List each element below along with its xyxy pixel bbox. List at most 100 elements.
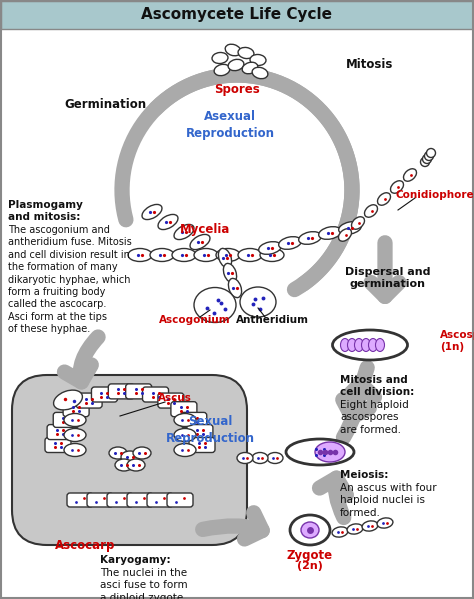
Ellipse shape	[190, 234, 210, 250]
Text: Germination: Germination	[64, 98, 146, 111]
Ellipse shape	[279, 237, 301, 249]
FancyBboxPatch shape	[67, 493, 93, 507]
Ellipse shape	[174, 225, 194, 240]
Ellipse shape	[115, 459, 133, 471]
FancyBboxPatch shape	[76, 393, 102, 408]
FancyBboxPatch shape	[91, 387, 118, 402]
Ellipse shape	[332, 330, 408, 360]
Ellipse shape	[347, 338, 356, 352]
Ellipse shape	[240, 287, 276, 317]
FancyBboxPatch shape	[12, 375, 247, 545]
Ellipse shape	[425, 152, 434, 161]
Text: Antheridium: Antheridium	[236, 315, 309, 325]
Bar	[1, 1, 473, 29]
Ellipse shape	[158, 214, 178, 229]
Text: Mitosis: Mitosis	[346, 59, 394, 71]
Ellipse shape	[267, 452, 283, 464]
Text: An ascus with four
haploid nuclei is
formed.: An ascus with four haploid nuclei is for…	[340, 483, 437, 518]
Ellipse shape	[174, 413, 196, 426]
Ellipse shape	[174, 428, 196, 441]
Ellipse shape	[242, 62, 258, 74]
Ellipse shape	[109, 447, 127, 459]
Ellipse shape	[237, 452, 253, 464]
FancyBboxPatch shape	[87, 493, 113, 507]
FancyBboxPatch shape	[189, 437, 215, 452]
FancyBboxPatch shape	[109, 384, 134, 399]
FancyBboxPatch shape	[53, 412, 79, 428]
FancyBboxPatch shape	[63, 402, 89, 417]
Text: Mycelia: Mycelia	[180, 223, 230, 237]
Ellipse shape	[315, 442, 345, 462]
Text: Eight haploid
ascospores
are formed.: Eight haploid ascospores are formed.	[340, 400, 409, 435]
FancyBboxPatch shape	[143, 387, 169, 402]
Ellipse shape	[352, 217, 365, 229]
Ellipse shape	[252, 452, 268, 464]
Ellipse shape	[375, 338, 384, 352]
FancyBboxPatch shape	[181, 412, 207, 428]
FancyBboxPatch shape	[158, 393, 184, 408]
Ellipse shape	[391, 181, 403, 193]
Ellipse shape	[377, 193, 391, 205]
Ellipse shape	[332, 527, 348, 537]
Ellipse shape	[299, 232, 321, 244]
Ellipse shape	[127, 459, 145, 471]
Text: Ascomycete Life Cycle: Ascomycete Life Cycle	[142, 8, 332, 23]
Ellipse shape	[290, 515, 330, 545]
Text: Zygote: Zygote	[287, 549, 333, 562]
Ellipse shape	[319, 226, 341, 240]
Ellipse shape	[301, 522, 319, 538]
Ellipse shape	[64, 443, 86, 456]
Ellipse shape	[228, 59, 244, 71]
Ellipse shape	[219, 249, 232, 268]
FancyBboxPatch shape	[47, 425, 73, 440]
Ellipse shape	[355, 338, 364, 352]
Ellipse shape	[420, 158, 429, 167]
Text: Conidiophore: Conidiophore	[396, 190, 474, 200]
Ellipse shape	[252, 67, 268, 78]
Ellipse shape	[172, 249, 196, 262]
Ellipse shape	[214, 64, 230, 75]
Ellipse shape	[142, 204, 162, 220]
Ellipse shape	[238, 47, 254, 59]
Ellipse shape	[427, 149, 436, 158]
Ellipse shape	[368, 338, 377, 352]
Text: Sexual
Reproduction: Sexual Reproduction	[165, 415, 255, 445]
FancyBboxPatch shape	[147, 493, 173, 507]
Ellipse shape	[228, 279, 242, 298]
FancyBboxPatch shape	[187, 425, 213, 440]
Text: Mitosis and
cell division:: Mitosis and cell division:	[340, 375, 414, 397]
Ellipse shape	[150, 249, 174, 262]
Ellipse shape	[216, 249, 240, 262]
Ellipse shape	[64, 413, 86, 426]
Ellipse shape	[286, 439, 354, 465]
FancyBboxPatch shape	[107, 493, 133, 507]
FancyBboxPatch shape	[167, 493, 193, 507]
FancyBboxPatch shape	[171, 402, 197, 417]
Ellipse shape	[365, 205, 377, 217]
Text: Ascospores: Ascospores	[440, 330, 474, 340]
FancyBboxPatch shape	[126, 384, 152, 399]
Text: Meiosis:: Meiosis:	[340, 470, 388, 480]
Ellipse shape	[238, 249, 262, 262]
Text: (2n): (2n)	[297, 561, 323, 571]
Ellipse shape	[362, 521, 378, 531]
Text: Asexual
Reproduction: Asexual Reproduction	[185, 110, 274, 140]
Ellipse shape	[362, 338, 371, 352]
Text: Karyogamy:: Karyogamy:	[100, 555, 171, 565]
Ellipse shape	[339, 222, 361, 234]
Ellipse shape	[338, 229, 352, 241]
Text: The nuclei in the
asci fuse to form
a diploid zygote.: The nuclei in the asci fuse to form a di…	[100, 568, 188, 599]
Text: Plasmogamy
and mitosis:: Plasmogamy and mitosis:	[8, 200, 83, 222]
Ellipse shape	[174, 443, 196, 456]
Ellipse shape	[64, 428, 86, 441]
Ellipse shape	[128, 249, 152, 262]
Ellipse shape	[194, 288, 236, 322]
FancyBboxPatch shape	[127, 493, 153, 507]
Ellipse shape	[377, 518, 393, 528]
Ellipse shape	[259, 241, 281, 255]
Text: (1n): (1n)	[440, 342, 464, 352]
Ellipse shape	[194, 249, 218, 262]
Ellipse shape	[223, 264, 237, 283]
Text: Dispersal and
germination: Dispersal and germination	[345, 267, 431, 289]
Ellipse shape	[347, 524, 363, 534]
